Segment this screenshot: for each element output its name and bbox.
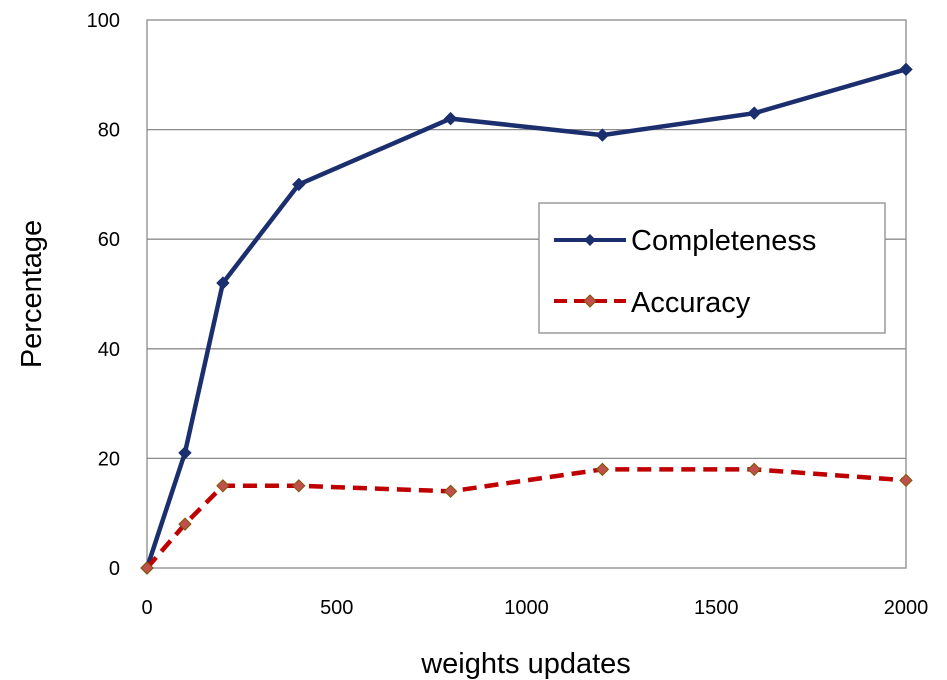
x-tick-label: 2000 — [884, 597, 929, 619]
data-point-accuracy — [899, 473, 913, 488]
series-line-completeness — [144, 67, 907, 569]
x-tick-label: 500 — [320, 597, 353, 619]
data-point-completeness — [443, 111, 458, 126]
data-point-accuracy — [178, 517, 192, 531]
y-tick-label: 20 — [98, 448, 120, 470]
x-tick-label: 1000 — [504, 597, 549, 619]
data-point-completeness — [899, 62, 913, 77]
y-tick-label: 100 — [87, 10, 120, 32]
y-axis-ticks: 0 20 40 60 80 100 — [87, 10, 120, 580]
data-point-completeness — [292, 177, 306, 192]
data-point-completeness — [747, 106, 761, 120]
series-layer — [140, 62, 913, 575]
data-point-accuracy — [216, 479, 230, 493]
y-tick-label: 60 — [98, 229, 120, 251]
data-point-accuracy — [747, 462, 761, 477]
x-tick-label: 0 — [141, 597, 152, 619]
legend-accuracy-label: Accuracy — [631, 287, 751, 319]
data-point-completeness — [595, 128, 610, 142]
x-tick-label: 1500 — [694, 597, 739, 619]
data-point-accuracy — [140, 561, 154, 575]
y-tick-label: 80 — [98, 120, 120, 142]
y-tick-label: 0 — [109, 558, 120, 580]
gridlines — [147, 128, 906, 460]
legend-completeness-marker — [584, 234, 596, 246]
legend-box — [538, 202, 886, 334]
legend-completeness-label: Completeness — [631, 225, 816, 257]
y-tick-label: 40 — [98, 339, 120, 361]
legend: Completeness Accuracy — [538, 202, 886, 334]
data-point-accuracy — [595, 462, 610, 477]
data-point-accuracy — [292, 479, 306, 493]
data-point-completeness — [178, 446, 192, 460]
series-line-accuracy — [145, 467, 907, 570]
x-axis-title: weights updates — [420, 648, 631, 680]
data-point-completeness — [216, 276, 230, 290]
data-point-accuracy — [443, 484, 458, 498]
y-axis-title: Percentage — [16, 220, 48, 368]
x-axis-ticks: 0 500 1000 1500 2000 — [141, 597, 928, 619]
legend-accuracy-marker — [583, 294, 597, 308]
